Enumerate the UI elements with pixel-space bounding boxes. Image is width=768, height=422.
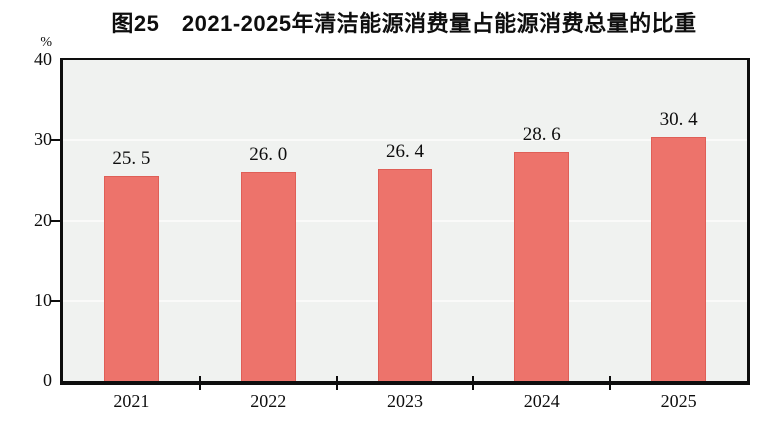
bar-2021 xyxy=(104,176,159,381)
y-axis-tick-label: 20 xyxy=(34,209,52,230)
bar-2024 xyxy=(514,151,570,381)
y-axis-tick xyxy=(51,299,60,302)
x-axis-label: 2022 xyxy=(250,391,287,411)
x-axis-tick xyxy=(198,376,201,390)
x-axis: 2021 2022 2023 2024 2025 xyxy=(63,391,747,417)
bar-value-label: 30. 4 xyxy=(659,109,698,131)
x-axis-tick xyxy=(609,376,612,390)
plot-area: 25. 5 26. 0 26. 4 28. 6 30. 4 xyxy=(51,58,750,390)
x-axis-tick xyxy=(472,376,475,390)
x-axis-label: 2025 xyxy=(660,391,697,411)
y-axis-tick xyxy=(51,219,60,222)
y-axis: 0 10 20 30 40 xyxy=(0,49,52,390)
y-axis-tick-label: 40 xyxy=(34,49,52,70)
x-axis-tick xyxy=(335,376,338,390)
bar-2022 xyxy=(240,172,296,381)
y-axis-tick-label: 30 xyxy=(34,129,52,150)
bar-2023 xyxy=(377,169,433,381)
y-axis-unit-label: % xyxy=(40,35,52,50)
bar-value-label: 26. 4 xyxy=(386,141,424,163)
gridline-30 xyxy=(63,139,747,142)
y-axis-tick xyxy=(51,139,60,142)
x-axis-label: 2024 xyxy=(523,391,560,411)
chart-title: 图25 2021-2025年清洁能源消费量占能源消费总量的比重 xyxy=(111,11,697,36)
y-axis-tick-label: 0 xyxy=(43,370,52,391)
bar-2025 xyxy=(651,137,706,381)
x-axis-label: 2023 xyxy=(387,391,423,411)
bar-value-label: 25. 5 xyxy=(112,148,151,170)
bar-value-label: 28. 6 xyxy=(522,123,561,145)
bar-value-label: 26. 0 xyxy=(249,144,288,166)
y-axis-tick-label: 10 xyxy=(34,289,52,310)
x-axis-label: 2021 xyxy=(113,391,150,411)
